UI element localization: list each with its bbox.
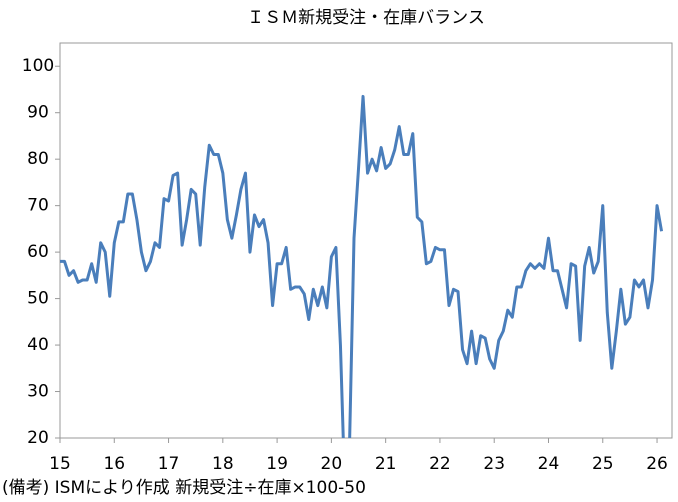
x-tick-label: 21 [375,454,397,474]
x-tick-label: 22 [429,454,451,474]
x-tick-label: 23 [483,454,505,474]
y-tick-label: 80 [27,149,49,169]
x-tick-label: 15 [49,454,71,474]
y-tick-label: 60 [27,242,49,262]
y-tick-label: 40 [27,335,49,355]
y-tick-label: 100 [22,56,54,76]
chart-title: ＩＳＭ新規受注・在庫バランス [247,8,485,28]
plot-frame [59,42,673,439]
x-tick-label: 25 [592,454,614,474]
x-tick-label: 18 [212,454,234,474]
y-tick-label: 30 [27,382,49,402]
x-tick-label: 17 [158,454,180,474]
series-line [60,94,664,438]
y-tick-label: 90 [27,103,49,123]
x-tick-label: 19 [266,454,288,474]
y-tick-label: 50 [27,289,49,309]
note: (備考) ISMにより作成 新規受注÷在庫×100-50 [2,478,366,498]
x-tick-label: 26 [646,454,668,474]
y-tick-label: 70 [27,196,49,216]
x-tick-label: 24 [538,454,560,474]
plot-area [60,94,664,438]
x-tick-label: 20 [321,454,343,474]
y-tick-label: 20 [27,428,49,448]
x-tick-label: 16 [103,454,125,474]
